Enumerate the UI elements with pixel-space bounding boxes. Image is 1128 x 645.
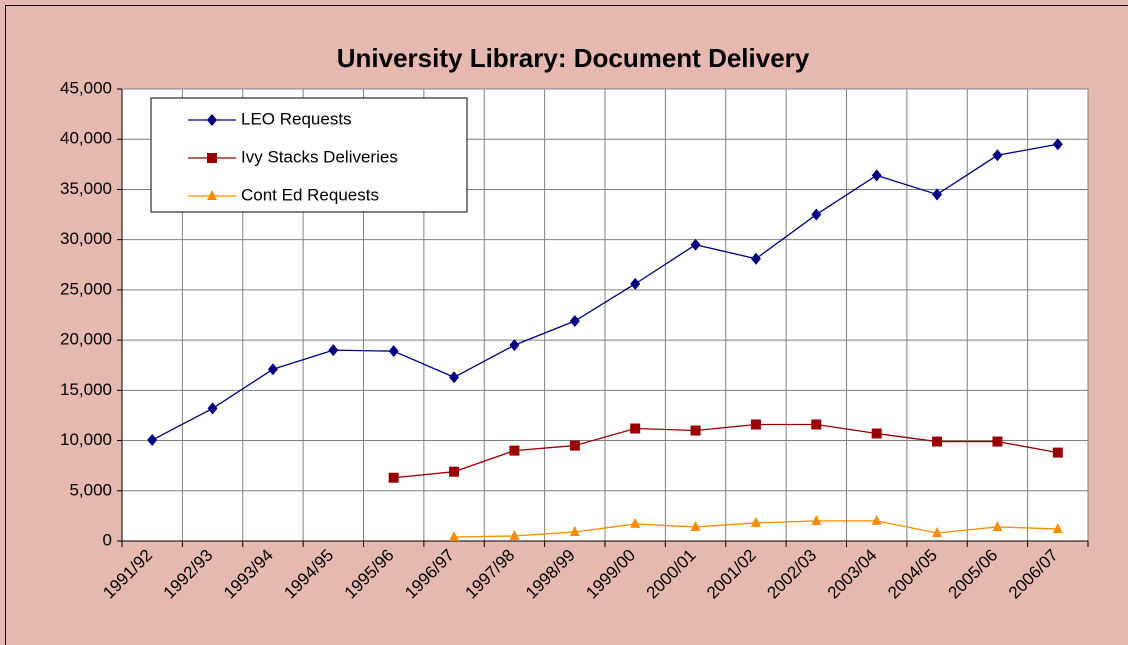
y-tick-label: 35,000 [60,179,112,198]
marker [388,472,399,483]
marker [569,315,580,328]
marker [267,363,278,376]
y-tick-label: 20,000 [60,330,112,349]
series-line [151,143,1058,441]
marker [509,339,520,352]
marker [449,371,460,384]
marker [509,529,520,540]
marker [630,517,641,528]
marker [871,514,882,525]
marker [932,526,943,537]
marker [992,520,1003,531]
marker [811,514,822,525]
legend: LEO Requests Ivy Stacks Deliveries Cont Ed… [150,97,468,213]
marker [207,153,217,163]
series-line [393,423,1058,479]
marker [932,436,943,447]
marker [388,345,399,358]
marker [1052,447,1063,458]
legend-label: Ivy Stacks Deliveries [241,147,398,166]
marker [811,419,822,430]
marks [147,138,1063,541]
marker [750,252,761,265]
marker [690,238,701,251]
chart-title: University Library: Document Delivery [337,43,810,73]
y-tick-label: 5,000 [69,480,112,499]
marker [449,466,460,477]
marker [449,530,460,541]
marker [811,208,822,221]
marker [750,516,761,527]
y-tick-label: 45,000 [60,78,112,97]
y-tick-label: 0 [103,530,112,549]
marker [509,445,520,456]
y-tick-label: 30,000 [60,229,112,248]
marker [871,428,882,439]
marker [932,188,943,201]
marker [207,114,217,126]
legend-label: LEO Requests [241,109,352,128]
legend-label: Cont Ed Requests [241,185,379,204]
y-tick-label: 15,000 [60,380,112,399]
legend-box [150,97,468,213]
marker [992,436,1003,447]
marker [630,277,641,290]
marker [328,344,339,357]
y-tick-label: 10,000 [60,430,112,449]
chart-border [5,5,1128,645]
marker [630,423,641,434]
marker [569,525,580,536]
marker [1052,522,1063,533]
marker [569,440,580,451]
marker [690,425,701,436]
marker [147,434,158,447]
marker [690,520,701,531]
marker [207,190,217,200]
marker [750,419,761,430]
y-tick-label: 25,000 [60,279,112,298]
marker [207,402,218,415]
marker [992,149,1003,162]
marker [871,169,882,182]
y-tick-label: 40,000 [60,129,112,148]
marker [1052,138,1063,151]
